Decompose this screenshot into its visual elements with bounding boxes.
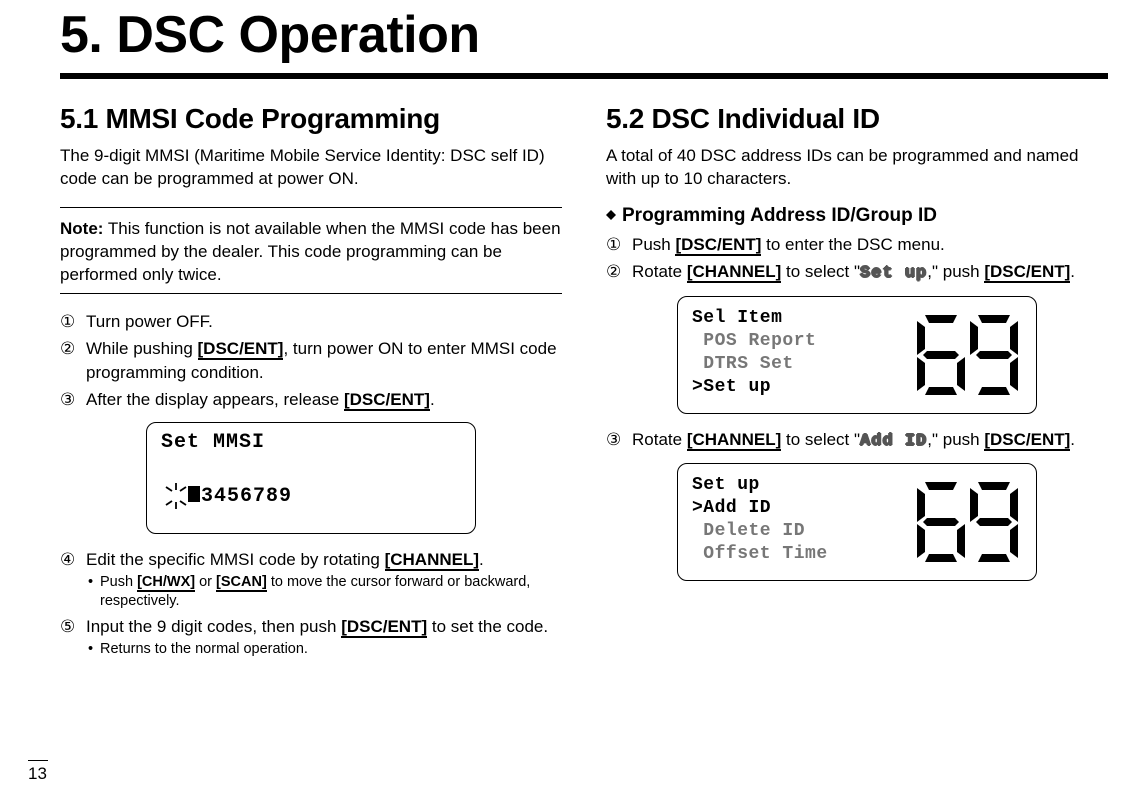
step-list-1: Turn power OFF. While pushing [DSC/ENT], … — [60, 310, 562, 412]
lcd-display-set-up: Set up˃Add ID Delete ID Offset Time — [677, 463, 1037, 581]
lcd-menu-text: Sel Item POS Report DTRS Set˃Set up — [692, 307, 912, 403]
key-label: [CH/WX] — [137, 574, 195, 592]
key-label: [DSC/ENT] — [341, 617, 427, 638]
section-title-5-2: 5.2 DSC Individual ID — [606, 103, 1108, 135]
step-item: Push [DSC/ENT] to enter the DSC menu. — [606, 233, 1108, 256]
intro-paragraph-right: A total of 40 DSC address IDs can be pro… — [606, 145, 1108, 191]
left-column: 5.1 MMSI Code Programming The 9-digit MM… — [60, 103, 562, 663]
key-label: [DSC/ENT] — [675, 235, 761, 256]
lcd-menu-line: Set up — [692, 474, 912, 497]
step-list-right-3: Rotate [CHANNEL] to select "Add ID," pus… — [606, 428, 1108, 453]
lcd-display-set-mmsi: Set MMSI 3456789 — [146, 422, 476, 534]
lcd-menu-line: Delete ID — [692, 520, 912, 543]
step-item: Edit the specific MMSI code by rotating … — [60, 548, 562, 611]
step-sub-item: Returns to the normal operation. — [86, 640, 562, 659]
step-sub-item: Push [CH/WX] or [SCAN] to move the curso… — [86, 573, 562, 611]
step-item: Rotate [CHANNEL] to select "Add ID," pus… — [606, 428, 1108, 453]
lcd-line: Set MMSI — [161, 431, 461, 455]
horizontal-rule-thick — [60, 73, 1108, 79]
note-body: This function is not available when the … — [60, 219, 561, 284]
page-number: 13 — [28, 760, 48, 784]
step-item: Input the 9 digit codes, then push [DSC/… — [60, 615, 562, 659]
step-item: While pushing [DSC/ENT], turn power ON t… — [60, 337, 562, 384]
lcd-channel-number — [912, 474, 1022, 570]
note-paragraph: Note: This function is not available whe… — [60, 218, 562, 287]
key-label: [CHANNEL] — [687, 262, 781, 283]
two-column-layout: 5.1 MMSI Code Programming The 9-digit MM… — [60, 103, 1108, 663]
lcd-channel-number — [912, 307, 1022, 403]
diamond-icon — [606, 210, 616, 220]
step-item: After the display appears, release [DSC/… — [60, 388, 562, 411]
lcd-cursor-line: 3456789 — [161, 485, 461, 507]
lcd-style-text: Set up — [860, 262, 927, 285]
lcd-menu-line: ˃Add ID — [692, 497, 912, 520]
key-label: [CHANNEL] — [385, 550, 479, 571]
key-label: [DSC/ENT] — [984, 430, 1070, 451]
lcd-style-text: Add ID — [860, 430, 927, 453]
lcd-menu-text: Set up˃Add ID Delete ID Offset Time — [692, 474, 912, 570]
right-column: 5.2 DSC Individual ID A total of 40 DSC … — [606, 103, 1108, 663]
step-item: Rotate [CHANNEL] to select "Set up," pus… — [606, 260, 1108, 285]
step-sub-list: Returns to the normal operation. — [86, 640, 562, 659]
note-rule-top — [60, 207, 562, 208]
step-sub-list: Push [CH/WX] or [SCAN] to move the curso… — [86, 573, 562, 611]
document-page: 5. DSC Operation 5.1 MMSI Code Programmi… — [0, 0, 1138, 792]
key-label: [CHANNEL] — [687, 430, 781, 451]
lcd-menu-line: POS Report — [692, 330, 912, 353]
step-list-2: Edit the specific MMSI code by rotating … — [60, 548, 562, 659]
step-item: Turn power OFF. — [60, 310, 562, 333]
lcd-menu-line: Offset Time — [692, 543, 912, 566]
key-label: [SCAN] — [216, 574, 267, 592]
lcd-menu-line: DTRS Set — [692, 353, 912, 376]
key-label: [DSC/ENT] — [344, 390, 430, 411]
sub-heading-text: Programming Address ID/Group ID — [622, 205, 937, 226]
note-label: Note: — [60, 219, 103, 238]
lcd-menu-line: Sel Item — [692, 307, 912, 330]
key-label: [DSC/ENT] — [984, 262, 1070, 283]
sub-heading: Programming Address ID/Group ID — [606, 205, 1108, 227]
step-list-right: Push [DSC/ENT] to enter the DSC menu. Rot… — [606, 233, 1108, 286]
cursor-blink-icon — [164, 483, 188, 509]
lcd-display-sel-item: Sel Item POS Report DTRS Set˃Set up — [677, 296, 1037, 414]
section-title-5-1: 5.1 MMSI Code Programming — [60, 103, 562, 135]
chapter-title: 5. DSC Operation — [60, 5, 1108, 65]
lcd-menu-line: ˃Set up — [692, 376, 912, 399]
seven-segment-69 — [915, 478, 1020, 566]
intro-paragraph: The 9-digit MMSI (Maritime Mobile Servic… — [60, 145, 562, 191]
seven-segment-69 — [915, 311, 1020, 399]
note-rule-bottom — [60, 293, 562, 294]
key-label: [DSC/ENT] — [198, 339, 284, 360]
